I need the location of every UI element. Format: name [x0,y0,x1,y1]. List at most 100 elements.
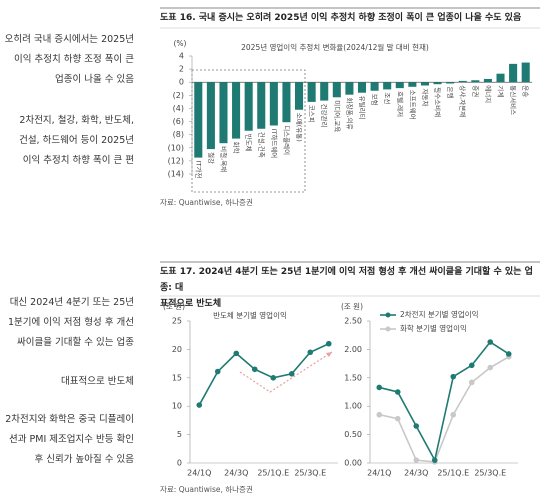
point [450,411,457,418]
point [251,366,258,373]
x-tick-label: 유틸리티 [358,96,367,120]
legend-marker [385,326,391,332]
bar [420,82,429,86]
sidebar-block: 2차전지, 철강, 화학, 반도체, 건설, 하드웨어 등이 2025년 이익 … [0,111,134,171]
y-tick-label: 2.50 [344,317,362,326]
y-tick-label: 2 [179,65,184,74]
y-tick-label: 0.50 [344,430,362,439]
x-tick-label: 건강관리 [320,104,329,128]
figure-source: 자료: Quantiwise, 하나증권 [160,485,253,494]
chart-title: 반도체 분기별 영업이익 [213,310,287,320]
x-tick-label: 건설,건축 [257,132,266,158]
bar [307,82,316,102]
point [394,389,401,395]
y-tick-label: (6) [173,117,184,126]
x-tick-label: 24/1Q [187,469,211,478]
y-tick-label: (12) [168,156,184,165]
bar [232,82,241,139]
bar [194,82,203,158]
x-tick-label: 24/1Q [367,469,391,478]
sidebar-line: 대신 2024년 4분기 또는 25년 [9,297,134,308]
figure-title-line: 도표 17. 2024년 4분기 또는 25년 1분기에 이익 저점 형성 후 … [160,267,533,293]
x-tick-label: 25/3Q.E [294,469,326,478]
figure-title: 도표 16. 국내 증시는 오히려 2025년 이익 추정치 하향 조정이 폭이… [160,13,522,23]
sidebar-line: 2차전지, 철강, 화학, 반도체, [19,115,134,126]
figure-title: 도표 17. 2024년 4분기 또는 25년 1분기에 이익 저점 형성 후 … [160,264,540,312]
point [468,379,475,386]
line [379,356,510,463]
x-tick-label: 디스플레이 [282,125,291,155]
x-tick-label: 필수소비재 [434,87,443,117]
sidebar-line: 후 신뢰가 높아질 수 있음 [34,454,134,465]
bar [433,82,442,85]
point [487,364,494,371]
point [394,415,401,422]
x-tick-label: 철강 [207,152,216,164]
x-tick-label: 25/3Q.E [474,469,506,478]
y-tick-label: 4 [179,52,184,61]
x-tick-label: 화학 [232,142,241,154]
x-tick-label: 에너지 [484,85,493,103]
point [233,350,240,357]
y-tick-label: 20 [172,345,182,354]
y-tick-label: 2.00 [344,345,362,354]
sidebar-line: 1분기에 이익 저점 형성 후 개선 [7,317,134,328]
x-tick-label: 보험 [371,94,379,106]
bar [370,82,379,91]
y-tick-label: 25 [172,317,182,326]
chart-title: 2025년 영업이익 추정치 변화율(2024/12월 말 대비 현재) [241,42,429,52]
bar [483,78,492,83]
point [214,368,221,375]
y-tick-label: 5 [177,430,182,439]
y-tick-label: 0 [177,459,182,468]
y-tick-label: 0.00 [344,459,362,468]
y-tick-label: 1.00 [344,402,362,411]
y-tick-label: (4) [173,104,184,113]
unit-label: (조 원) [341,302,363,311]
bar [295,82,304,110]
x-tick-label: 소프트웨어 [408,90,417,120]
x-tick-label: IT하드웨어 [270,128,279,158]
bar [471,80,480,83]
point [487,339,494,345]
trend-arrowhead [326,352,332,357]
point [325,340,332,347]
bar [206,82,215,150]
bar [282,82,291,123]
sidebar-line: 대표적으로 반도체 [61,376,134,387]
trend-arrow [239,351,333,393]
point [468,362,475,369]
bar [357,82,367,93]
x-tick-label: 통신서비스 [509,85,518,115]
y-tick-label: 1.50 [344,373,362,382]
x-tick-label: 24/3Q [404,469,428,478]
x-tick-label: 운송 [522,85,530,97]
sidebar-line: 션과 PMI 제조업지수 반등 확인 [9,434,134,445]
sidebar-block: 대표적으로 반도체 [0,372,134,392]
unit-label: (조 원) [163,302,185,311]
x-tick-label: 화장품,의류 [345,98,354,130]
bar [509,63,518,83]
y-tick-label: (2) [173,91,184,100]
x-tick-label: 증권 [471,85,479,97]
point [376,384,383,391]
x-tick-label: 은행 [446,87,455,99]
sidebar-line: 오히려 국내 증시에서는 2025년 [4,34,134,45]
y-tick-label: (14) [168,170,184,179]
sidebar-line: 2차전지와 화학은 중국 디플레이 [5,414,134,425]
point [288,371,295,377]
bar [320,82,329,101]
bar [395,82,404,89]
point [431,457,438,463]
sidebar-line: 이익 추정치 하향 조정 폭이 큰 [14,54,134,65]
bar [244,82,253,131]
figure-source: 자료: Quantiwise, 하나증권 [160,198,253,207]
y-tick-label: 15 [172,373,182,382]
x-tick-label: 반도체 [245,134,254,152]
point [270,375,277,381]
x-tick-label: 미디어,교육 [333,100,342,132]
legend-label: 2차전지 분기별 영업이익 [400,309,479,319]
bar [458,80,467,83]
